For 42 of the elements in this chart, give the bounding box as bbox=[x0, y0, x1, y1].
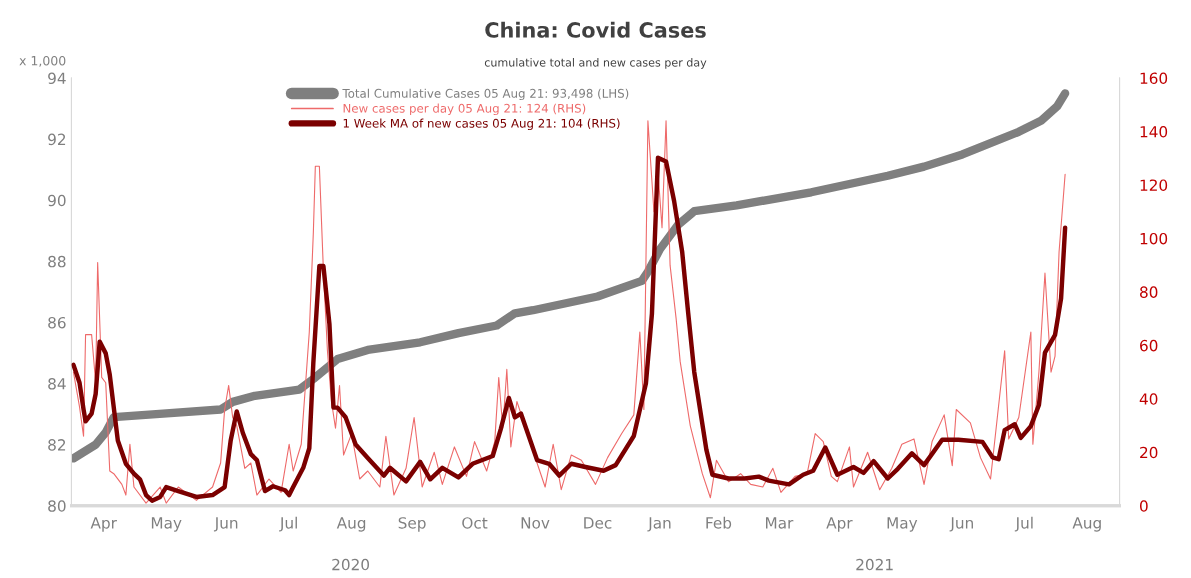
x-tick-label: May bbox=[151, 517, 182, 532]
legend-label: 1 Week MA of new cases 05 Aug 21: 104 (RHS) bbox=[343, 118, 620, 131]
y-tick-label: 80 bbox=[48, 500, 66, 512]
y-tick-label: 84 bbox=[48, 378, 66, 390]
y2-tick-label: 20 bbox=[1140, 446, 1158, 459]
y2-tick-label: 120 bbox=[1140, 179, 1168, 191]
x-tick-label: Aug bbox=[336, 517, 366, 532]
x-tick-label: Dec bbox=[584, 517, 612, 529]
legend-label: New cases per day 05 Aug 21: 124 (RHS) bbox=[343, 103, 586, 116]
y2-tick-label: 40 bbox=[1139, 393, 1158, 405]
y2-tick-label: 80 bbox=[1140, 286, 1158, 298]
chart-subtitle: cumulative total and new cases per day bbox=[484, 58, 707, 69]
y-tick-label: 94 bbox=[48, 72, 66, 85]
x-tick-label: Mar bbox=[766, 517, 794, 529]
x-tick-label: Oct bbox=[462, 517, 488, 529]
text: 2020 bbox=[332, 558, 370, 571]
x-tick-label: Aug bbox=[1072, 517, 1101, 532]
x-tick-label: Jul bbox=[1014, 516, 1033, 532]
y2-tick-label: 0 bbox=[1139, 500, 1148, 512]
x-tick-label: Jun bbox=[949, 517, 973, 532]
y-tick-label: 88 bbox=[48, 255, 66, 268]
y2-tick-label: 100 bbox=[1140, 232, 1168, 245]
x-tick-label: May bbox=[887, 517, 918, 532]
x-tick-label: Jul bbox=[279, 516, 297, 532]
x-tick-label: Nov bbox=[521, 517, 550, 529]
x-tick-label: Sep bbox=[398, 517, 426, 532]
text: 2021 bbox=[856, 558, 893, 571]
x-tick-label: Apr bbox=[826, 517, 853, 532]
y-tick-label: 82 bbox=[48, 439, 66, 451]
y-axis-title: x 1,000 bbox=[19, 55, 66, 67]
y-tick-label: 90 bbox=[48, 194, 66, 207]
y2-tick-label: 60 bbox=[1140, 339, 1158, 352]
y-tick-label: 86 bbox=[48, 316, 66, 329]
x-tick-label: Jun bbox=[213, 517, 238, 532]
y2-tick-label: 160 bbox=[1140, 72, 1168, 85]
legend-label: Total Cumulative Cases 05 Aug 21: 93,498 (LHS) bbox=[342, 88, 629, 101]
x-tick-label: Jan bbox=[647, 517, 671, 532]
y-tick-label: 92 bbox=[48, 133, 66, 146]
chart-title: China: Covid Cases bbox=[485, 21, 706, 38]
x-tick-label: Apr bbox=[90, 517, 117, 532]
y2-tick-label: 140 bbox=[1140, 125, 1168, 138]
x-tick-label: Feb bbox=[706, 516, 732, 529]
